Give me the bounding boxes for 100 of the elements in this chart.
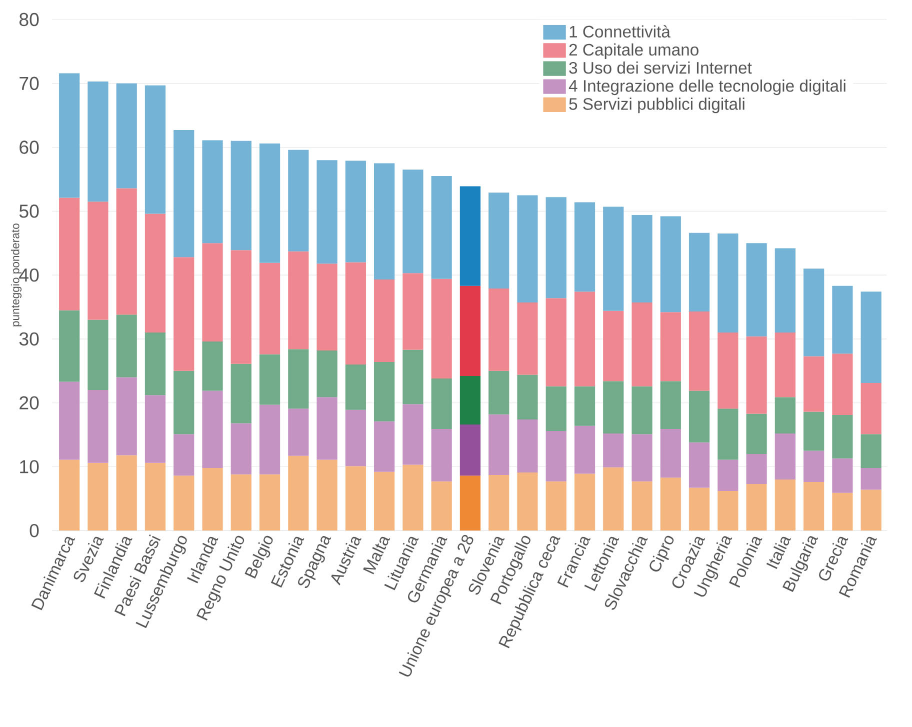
bar (546, 298, 566, 386)
y-tick-label: 80 (19, 12, 39, 26)
bar (460, 424, 481, 476)
bar (144, 462, 166, 531)
bar (860, 292, 882, 384)
bar (546, 386, 566, 431)
bar (746, 414, 767, 454)
bar (804, 268, 824, 356)
legend-label: 5 Servizi pubblici digitali (569, 98, 744, 114)
bar (688, 442, 710, 488)
bar (202, 243, 223, 342)
bar (259, 404, 280, 474)
bar (660, 312, 681, 382)
bar (660, 381, 681, 430)
bar (345, 364, 366, 410)
bar (288, 349, 309, 409)
bar (517, 302, 538, 375)
bar (402, 273, 424, 350)
bar (116, 377, 137, 456)
bar (316, 350, 338, 398)
bar (316, 397, 338, 460)
bar (59, 460, 80, 531)
bar (374, 472, 395, 531)
bar (402, 464, 424, 531)
bar (288, 150, 309, 252)
bar (632, 215, 652, 303)
bar (718, 332, 738, 409)
bar (116, 455, 137, 531)
bar (374, 362, 395, 422)
bar (116, 188, 137, 315)
bar (774, 479, 796, 531)
bar (460, 186, 481, 286)
bar (431, 378, 452, 430)
bar (718, 490, 738, 531)
bar (259, 474, 280, 531)
bar (832, 286, 853, 354)
bar (345, 410, 366, 466)
bar (632, 386, 652, 434)
y-tick-label: 10 (20, 460, 39, 474)
legend-label: 2 Capitale umano (569, 43, 698, 59)
bar (574, 292, 596, 386)
bar (603, 433, 624, 468)
bar (345, 466, 366, 531)
bar (374, 280, 395, 362)
bar (174, 434, 194, 476)
bar (488, 192, 510, 288)
bar (174, 130, 194, 258)
y-tick-label: 70 (20, 76, 39, 90)
bar (88, 202, 108, 320)
bar (59, 382, 80, 460)
bar (832, 492, 853, 531)
bar (374, 163, 395, 280)
bar (88, 320, 108, 390)
bar (144, 214, 166, 333)
bar (316, 264, 338, 350)
legend-label: 1 Connettività (570, 25, 670, 38)
bar (546, 481, 566, 531)
bar (59, 310, 80, 382)
bar (804, 482, 824, 531)
bar (774, 433, 796, 480)
bar (688, 311, 710, 391)
bar (402, 170, 424, 274)
bar (660, 216, 681, 312)
bar (202, 140, 223, 244)
bar (488, 414, 510, 476)
bar (174, 476, 194, 531)
bar (488, 370, 510, 414)
bar (88, 82, 108, 202)
bar (804, 356, 824, 412)
bar (316, 160, 338, 264)
bar (632, 481, 652, 531)
bar (230, 423, 252, 474)
bar (59, 198, 80, 310)
bar (174, 257, 194, 371)
y-tick-label: 60 (20, 140, 39, 154)
bar (460, 376, 481, 425)
bar (718, 460, 738, 491)
bar (546, 197, 566, 298)
bar (832, 354, 853, 415)
bar (688, 488, 710, 531)
bar (718, 408, 738, 460)
bar (603, 381, 624, 434)
bar (431, 176, 452, 279)
bar (660, 429, 681, 478)
bar (832, 414, 853, 458)
bar (174, 370, 194, 434)
y-tick-label: 0 (30, 524, 39, 538)
bar (259, 143, 280, 263)
bar (574, 202, 596, 292)
bar (144, 332, 166, 396)
bar (774, 248, 796, 333)
bar (603, 206, 624, 311)
bar (402, 350, 424, 404)
bar (860, 383, 882, 434)
bar (431, 429, 452, 482)
bar (488, 475, 510, 531)
legend-label: 3 Uso dei servizi Internet (569, 61, 752, 74)
bar (517, 472, 538, 531)
bar (116, 314, 137, 378)
bar (574, 426, 596, 474)
